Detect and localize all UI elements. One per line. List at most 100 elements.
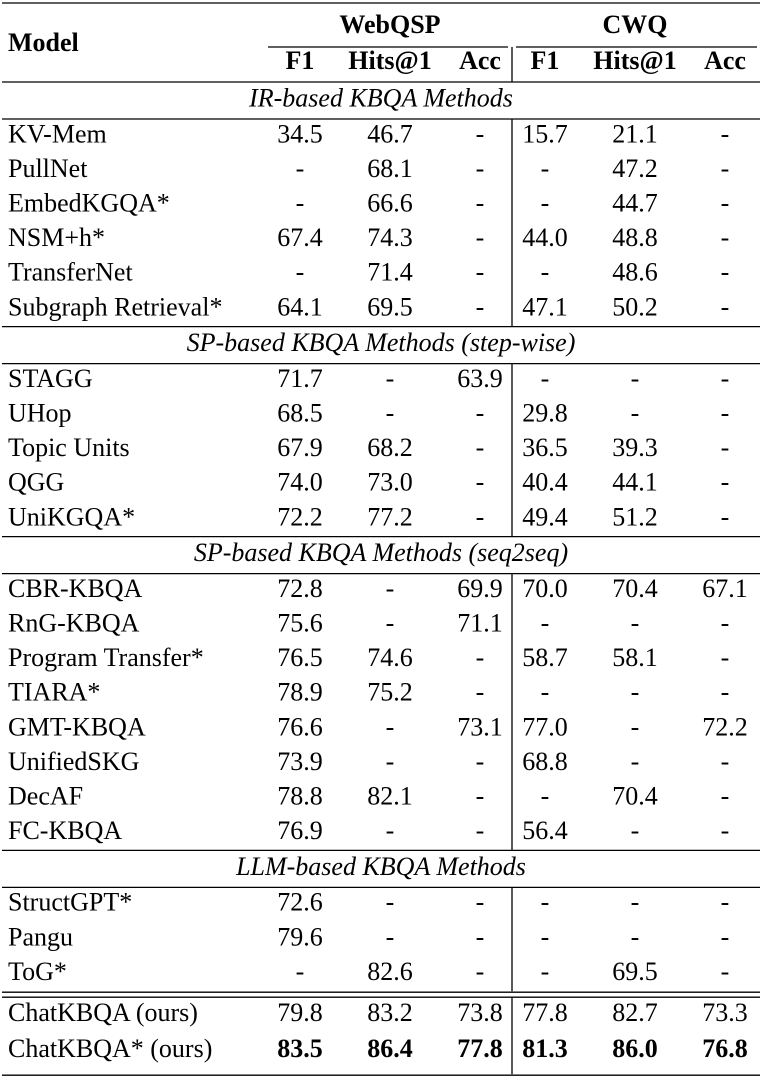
model-name: Topic Units bbox=[8, 433, 130, 462]
cell: 56.4 bbox=[522, 816, 568, 845]
cell: 39.3 bbox=[612, 433, 658, 462]
cell: - bbox=[476, 292, 485, 321]
cell: - bbox=[721, 258, 730, 287]
cell: - bbox=[721, 678, 730, 707]
cell: - bbox=[631, 922, 640, 951]
cell: - bbox=[721, 119, 730, 148]
cell: 69.5 bbox=[612, 957, 658, 986]
cell: - bbox=[296, 154, 305, 183]
cell: 77.0 bbox=[522, 712, 568, 741]
model-name: KV-Mem bbox=[8, 119, 107, 148]
cell: 67.4 bbox=[277, 223, 323, 252]
model-name: GMT-KBQA bbox=[8, 712, 146, 741]
model-name: EmbedKGQA* bbox=[8, 188, 170, 217]
model-name: UnifiedSKG bbox=[8, 747, 139, 776]
cell: 83.2 bbox=[367, 998, 413, 1027]
cell: - bbox=[721, 816, 730, 845]
cell: - bbox=[541, 364, 550, 393]
cell: 15.7 bbox=[522, 119, 568, 148]
cell: - bbox=[476, 922, 485, 951]
cell: 47.2 bbox=[612, 154, 658, 183]
cell: 44.1 bbox=[612, 468, 658, 497]
cell: 77.8 bbox=[522, 998, 568, 1027]
model-name: UHop bbox=[8, 398, 72, 427]
cell: 77.8 bbox=[457, 1034, 503, 1063]
cell: - bbox=[541, 258, 550, 287]
cell: 73.0 bbox=[367, 468, 413, 497]
section-title: SP-based KBQA Methods (step-wise) bbox=[187, 328, 576, 357]
cell: 73.8 bbox=[457, 998, 503, 1027]
cell: - bbox=[476, 433, 485, 462]
cell: 48.6 bbox=[612, 258, 658, 287]
cell: 72.6 bbox=[277, 888, 323, 917]
cell: 73.9 bbox=[277, 747, 323, 776]
cell: - bbox=[721, 608, 730, 637]
model-name: ChatKBQA* (ours) bbox=[8, 1034, 212, 1063]
model-name: QGG bbox=[8, 468, 64, 497]
cell: - bbox=[476, 888, 485, 917]
cell: - bbox=[631, 678, 640, 707]
cell: 76.6 bbox=[277, 712, 323, 741]
cell: 69.5 bbox=[367, 292, 413, 321]
cell: - bbox=[721, 223, 730, 252]
model-name: CBR-KBQA bbox=[8, 574, 143, 603]
cell: 74.0 bbox=[277, 468, 323, 497]
cell: - bbox=[541, 888, 550, 917]
column-header: Hits@1 bbox=[348, 46, 431, 75]
group-header: CWQ bbox=[603, 10, 668, 39]
cell: 58.7 bbox=[522, 643, 568, 672]
cell: - bbox=[476, 468, 485, 497]
model-name: STAGG bbox=[8, 364, 93, 393]
cell: 79.6 bbox=[277, 922, 323, 951]
cell: 70.4 bbox=[612, 781, 658, 810]
cell: - bbox=[541, 678, 550, 707]
cell: 71.1 bbox=[457, 608, 503, 637]
cell: 29.8 bbox=[522, 398, 568, 427]
group-header: WebQSP bbox=[339, 10, 440, 39]
cell: 73.3 bbox=[702, 998, 748, 1027]
cell: - bbox=[631, 364, 640, 393]
model-name: Program Transfer* bbox=[8, 643, 204, 672]
cell: 70.0 bbox=[522, 574, 568, 603]
cell: 21.1 bbox=[612, 119, 658, 148]
cell: - bbox=[386, 922, 395, 951]
cell: 68.1 bbox=[367, 154, 413, 183]
cell: 51.2 bbox=[612, 502, 658, 531]
cell: 63.9 bbox=[457, 364, 503, 393]
cell: - bbox=[476, 502, 485, 531]
cell: 75.6 bbox=[277, 608, 323, 637]
model-header: Model bbox=[8, 28, 79, 57]
model-name: ChatKBQA (ours) bbox=[8, 998, 198, 1027]
cell: 72.2 bbox=[277, 502, 323, 531]
cell: 78.8 bbox=[277, 781, 323, 810]
model-name: FC-KBQA bbox=[8, 816, 122, 845]
cell: 72.2 bbox=[702, 712, 748, 741]
cell: 82.6 bbox=[367, 957, 413, 986]
section-title: SP-based KBQA Methods (seq2seq) bbox=[194, 538, 568, 567]
cell: 76.8 bbox=[702, 1034, 748, 1063]
cell: - bbox=[386, 398, 395, 427]
cell: - bbox=[476, 678, 485, 707]
cell: - bbox=[476, 188, 485, 217]
cell: 40.4 bbox=[522, 468, 568, 497]
cell: 44.0 bbox=[522, 223, 568, 252]
column-header: F1 bbox=[286, 46, 315, 75]
cell: 68.5 bbox=[277, 398, 323, 427]
cell: - bbox=[476, 957, 485, 986]
cell: 83.5 bbox=[277, 1034, 323, 1063]
cell: 36.5 bbox=[522, 433, 568, 462]
model-name: ToG* bbox=[8, 957, 67, 986]
cell: - bbox=[631, 398, 640, 427]
cell: 50.2 bbox=[612, 292, 658, 321]
cell: - bbox=[386, 747, 395, 776]
cell: 82.7 bbox=[612, 998, 658, 1027]
cell: - bbox=[386, 574, 395, 603]
model-name: DecAF bbox=[8, 781, 83, 810]
cell: - bbox=[541, 957, 550, 986]
cell: 46.7 bbox=[367, 119, 413, 148]
cell: 74.3 bbox=[367, 223, 413, 252]
cell: - bbox=[721, 364, 730, 393]
cell: - bbox=[721, 922, 730, 951]
cell: - bbox=[541, 608, 550, 637]
cell: 73.1 bbox=[457, 712, 503, 741]
